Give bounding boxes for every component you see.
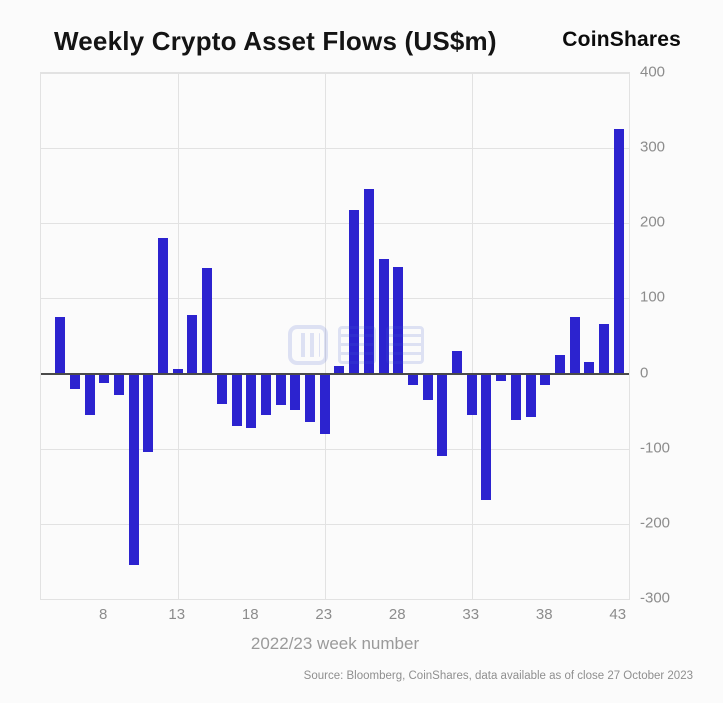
bar-week-10 [128, 373, 139, 566]
bar-week-25 [349, 209, 360, 374]
bar-week-17 [231, 373, 242, 427]
x-tick-label: 23 [315, 606, 333, 623]
y-tick-label: 100 [640, 288, 666, 306]
y-axis: 400 300 200 100 0 -100 -200 -300 [640, 64, 690, 607]
bar-week-8 [99, 373, 110, 383]
bar-week-40 [569, 317, 580, 374]
gridline-h [41, 523, 629, 525]
y-tick-label: -300 [640, 589, 671, 607]
bar-week-15 [202, 268, 213, 374]
bar-week-29 [407, 373, 418, 385]
bar-week-41 [584, 362, 595, 374]
watermark-icon [287, 325, 328, 366]
gridline-h [41, 298, 629, 300]
bar-week-35 [496, 373, 507, 382]
bar-week-6 [69, 373, 80, 389]
bar-week-22 [305, 373, 315, 423]
gridline-v [177, 73, 179, 599]
bar-week-32 [452, 351, 462, 374]
bar-week-31 [437, 373, 448, 457]
bar-week-14 [187, 314, 198, 374]
bar-week-7 [84, 373, 95, 415]
y-tick-label: 200 [640, 213, 666, 231]
y-tick-label: 400 [640, 63, 666, 81]
bar-week-36 [510, 373, 521, 421]
bar-week-19 [260, 373, 271, 415]
y-tick-label: 0 [640, 364, 649, 382]
y-tick-label: -100 [640, 439, 671, 457]
x-tick-label: 38 [535, 606, 553, 623]
x-tick-label: 8 [99, 606, 108, 623]
bar-week-18 [246, 373, 257, 428]
bar-week-20 [275, 373, 286, 406]
bar-week-27 [378, 259, 389, 374]
bar-week-37 [525, 373, 536, 418]
bar-week-30 [422, 373, 433, 400]
x-tick-label: 33 [462, 606, 480, 623]
bar-week-39 [554, 354, 565, 374]
bar-week-34 [481, 373, 492, 500]
x-tick-label: 18 [241, 606, 259, 623]
bar-week-28 [393, 266, 404, 374]
gridline-v [471, 73, 473, 599]
source-note: Source: Bloomberg, CoinShares, data avai… [303, 670, 693, 682]
y-tick-label: -200 [640, 514, 671, 532]
bar-week-11 [143, 373, 154, 453]
bar-week-5 [55, 317, 66, 374]
page-title: Weekly Crypto Asset Flows (US$m) [54, 26, 497, 56]
bar-week-21 [290, 373, 301, 410]
gridline-h [41, 223, 629, 225]
bar-week-9 [113, 373, 124, 395]
gridline-v [324, 73, 326, 599]
bar-week-33 [466, 373, 477, 415]
gridline-h [41, 599, 629, 600]
watermark-char [385, 326, 424, 365]
plot-area [40, 72, 630, 600]
gridline-h [41, 448, 629, 450]
bar-week-23 [319, 373, 330, 434]
bar-week-13 [172, 369, 183, 374]
x-tick-label: 43 [609, 606, 627, 623]
bar-week-26 [363, 189, 374, 374]
x-tick-label: 13 [168, 606, 186, 623]
x-axis-title: 2022/23 week number [250, 634, 420, 653]
bar-week-38 [540, 373, 551, 385]
bar-week-42 [599, 323, 609, 374]
bar-week-43 [613, 128, 624, 374]
coinshares-logo: CoinShares [562, 28, 681, 51]
x-axis: 8 13 18 23 28 33 38 43 [40, 606, 630, 628]
bar-week-12 [158, 238, 168, 374]
zero-line [41, 372, 629, 375]
bar-week-24 [334, 366, 345, 374]
y-tick-label: 300 [640, 138, 666, 156]
gridline-h [41, 73, 629, 74]
bar-week-16 [216, 373, 227, 404]
x-tick-label: 28 [388, 606, 406, 623]
gridline-h [41, 148, 629, 150]
